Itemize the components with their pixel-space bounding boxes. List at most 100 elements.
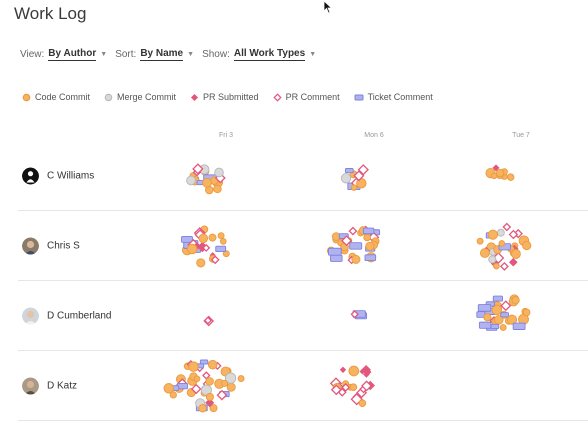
code-commit-icon[interactable]: [483, 313, 492, 322]
ticket-comment-icon[interactable]: [512, 322, 526, 330]
code-commit-icon[interactable]: [163, 383, 175, 394]
code-commit-icon[interactable]: [491, 304, 503, 316]
pr-comment-icon[interactable]: [353, 170, 365, 182]
code-commit-icon[interactable]: [365, 241, 375, 251]
code-commit-icon[interactable]: [196, 258, 206, 268]
code-commit-icon[interactable]: [479, 248, 490, 258]
pr-submitted-icon[interactable]: [508, 257, 518, 267]
sort-filter-value[interactable]: By Name: [140, 48, 184, 61]
pr-submitted-icon[interactable]: [205, 398, 215, 408]
code-commit-icon[interactable]: [495, 168, 505, 178]
pr-comment-icon[interactable]: [216, 389, 228, 401]
pr-comment-icon[interactable]: [361, 380, 373, 392]
ticket-comment-icon[interactable]: [181, 236, 193, 243]
ticket-comment-icon[interactable]: [199, 359, 209, 365]
code-commit-icon[interactable]: [213, 184, 222, 194]
code-commit-icon[interactable]: [499, 324, 507, 331]
code-commit-icon[interactable]: [237, 375, 245, 383]
pr-comment-icon[interactable]: [330, 384, 342, 396]
author-cell[interactable]: Chris S: [22, 237, 80, 254]
code-commit-icon[interactable]: [476, 237, 484, 245]
code-commit-icon[interactable]: [193, 375, 201, 383]
code-commit-icon[interactable]: [350, 184, 358, 191]
ticket-comment-icon[interactable]: [349, 242, 363, 250]
code-commit-icon[interactable]: [198, 233, 209, 244]
legend-ticket-comment[interactable]: Ticket Comment: [354, 92, 433, 102]
code-commit-icon[interactable]: [358, 399, 367, 407]
ticket-comment-icon[interactable]: [215, 245, 227, 253]
merge-commit-icon[interactable]: [214, 167, 224, 178]
ticket-comment-icon[interactable]: [344, 168, 354, 174]
ticket-comment-icon[interactable]: [492, 295, 504, 302]
code-commit-icon[interactable]: [205, 392, 214, 401]
code-commit-icon[interactable]: [348, 365, 360, 377]
legend-code-commit[interactable]: Code Commit: [22, 92, 90, 102]
chevron-down-icon[interactable]: ▼: [187, 51, 195, 58]
code-commit-icon[interactable]: [507, 314, 518, 325]
code-commit-icon[interactable]: [510, 248, 521, 259]
code-commit-icon[interactable]: [522, 240, 532, 251]
code-commit-icon[interactable]: [226, 382, 236, 392]
code-commit-icon[interactable]: [221, 379, 229, 387]
author-cell[interactable]: D Cumberland: [22, 307, 111, 324]
pr-comment-icon[interactable]: [502, 222, 512, 232]
chevron-down-icon[interactable]: ▼: [309, 51, 317, 58]
merge-commit-icon[interactable]: [488, 255, 497, 264]
ticket-comment-icon[interactable]: [328, 247, 342, 256]
ticket-comment-icon[interactable]: [478, 321, 492, 329]
legend-merge-commit[interactable]: Merge Commit: [104, 92, 176, 102]
code-commit-icon[interactable]: [169, 391, 177, 399]
code-commit-icon[interactable]: [186, 243, 198, 255]
code-commit-icon[interactable]: [205, 377, 214, 386]
pr-comment-icon[interactable]: [210, 255, 220, 265]
author-cell[interactable]: D Katz: [22, 377, 77, 394]
pr-submitted-icon[interactable]: [339, 366, 347, 373]
code-commit-icon[interactable]: [188, 361, 199, 372]
code-commit-icon[interactable]: [219, 238, 227, 245]
ticket-comment-icon[interactable]: [362, 227, 375, 235]
merge-commit-icon[interactable]: [496, 228, 505, 237]
pr-comment-icon[interactable]: [508, 229, 519, 240]
pr-comment-icon[interactable]: [192, 163, 204, 175]
pr-comment-icon[interactable]: [341, 235, 353, 247]
pr-comment-icon[interactable]: [350, 310, 359, 319]
pr-comment-icon[interactable]: [190, 383, 202, 395]
pr-comment-icon[interactable]: [500, 300, 512, 312]
legend-pr-submitted[interactable]: PR Submitted: [190, 92, 259, 102]
pr-comment-icon[interactable]: [348, 226, 358, 236]
code-commit-icon[interactable]: [490, 172, 498, 180]
code-commit-icon[interactable]: [511, 296, 520, 305]
show-filter[interactable]: Show: All Work Types ▼: [202, 48, 316, 61]
ticket-comment-icon[interactable]: [490, 323, 500, 329]
pr-comment-icon[interactable]: [499, 261, 509, 271]
ticket-comment-icon[interactable]: [330, 254, 343, 262]
code-commit-icon[interactable]: [487, 229, 499, 240]
ticket-comment-icon[interactable]: [364, 254, 377, 262]
view-filter-value[interactable]: By Author: [48, 48, 97, 61]
legend-pr-comment[interactable]: PR Comment: [272, 92, 340, 102]
code-commit-icon[interactable]: [209, 404, 218, 413]
code-commit-icon[interactable]: [506, 173, 515, 181]
code-commit-icon[interactable]: [522, 308, 531, 317]
code-commit-icon[interactable]: [498, 240, 506, 247]
pr-comment-icon[interactable]: [357, 164, 369, 176]
merge-commit-icon[interactable]: [224, 372, 237, 384]
pr-comment-icon[interactable]: [203, 316, 213, 325]
ticket-comment-icon[interactable]: [500, 312, 510, 318]
chevron-down-icon[interactable]: ▼: [100, 51, 108, 58]
ticket-comment-icon[interactable]: [477, 304, 492, 312]
code-commit-icon[interactable]: [363, 233, 371, 242]
pr-comment-icon[interactable]: [202, 243, 211, 252]
code-commit-icon[interactable]: [351, 254, 361, 264]
show-filter-value[interactable]: All Work Types: [233, 48, 306, 61]
code-commit-icon[interactable]: [493, 262, 500, 270]
code-commit-icon[interactable]: [207, 359, 218, 370]
author-cell[interactable]: C Williams: [22, 167, 94, 184]
code-commit-icon[interactable]: [217, 232, 225, 240]
pr-comment-icon[interactable]: [202, 371, 211, 380]
code-commit-icon[interactable]: [222, 250, 230, 258]
pr-comment-icon[interactable]: [341, 382, 351, 392]
code-commit-icon[interactable]: [349, 383, 358, 392]
code-commit-icon[interactable]: [208, 233, 217, 242]
merge-commit-icon[interactable]: [340, 173, 352, 184]
